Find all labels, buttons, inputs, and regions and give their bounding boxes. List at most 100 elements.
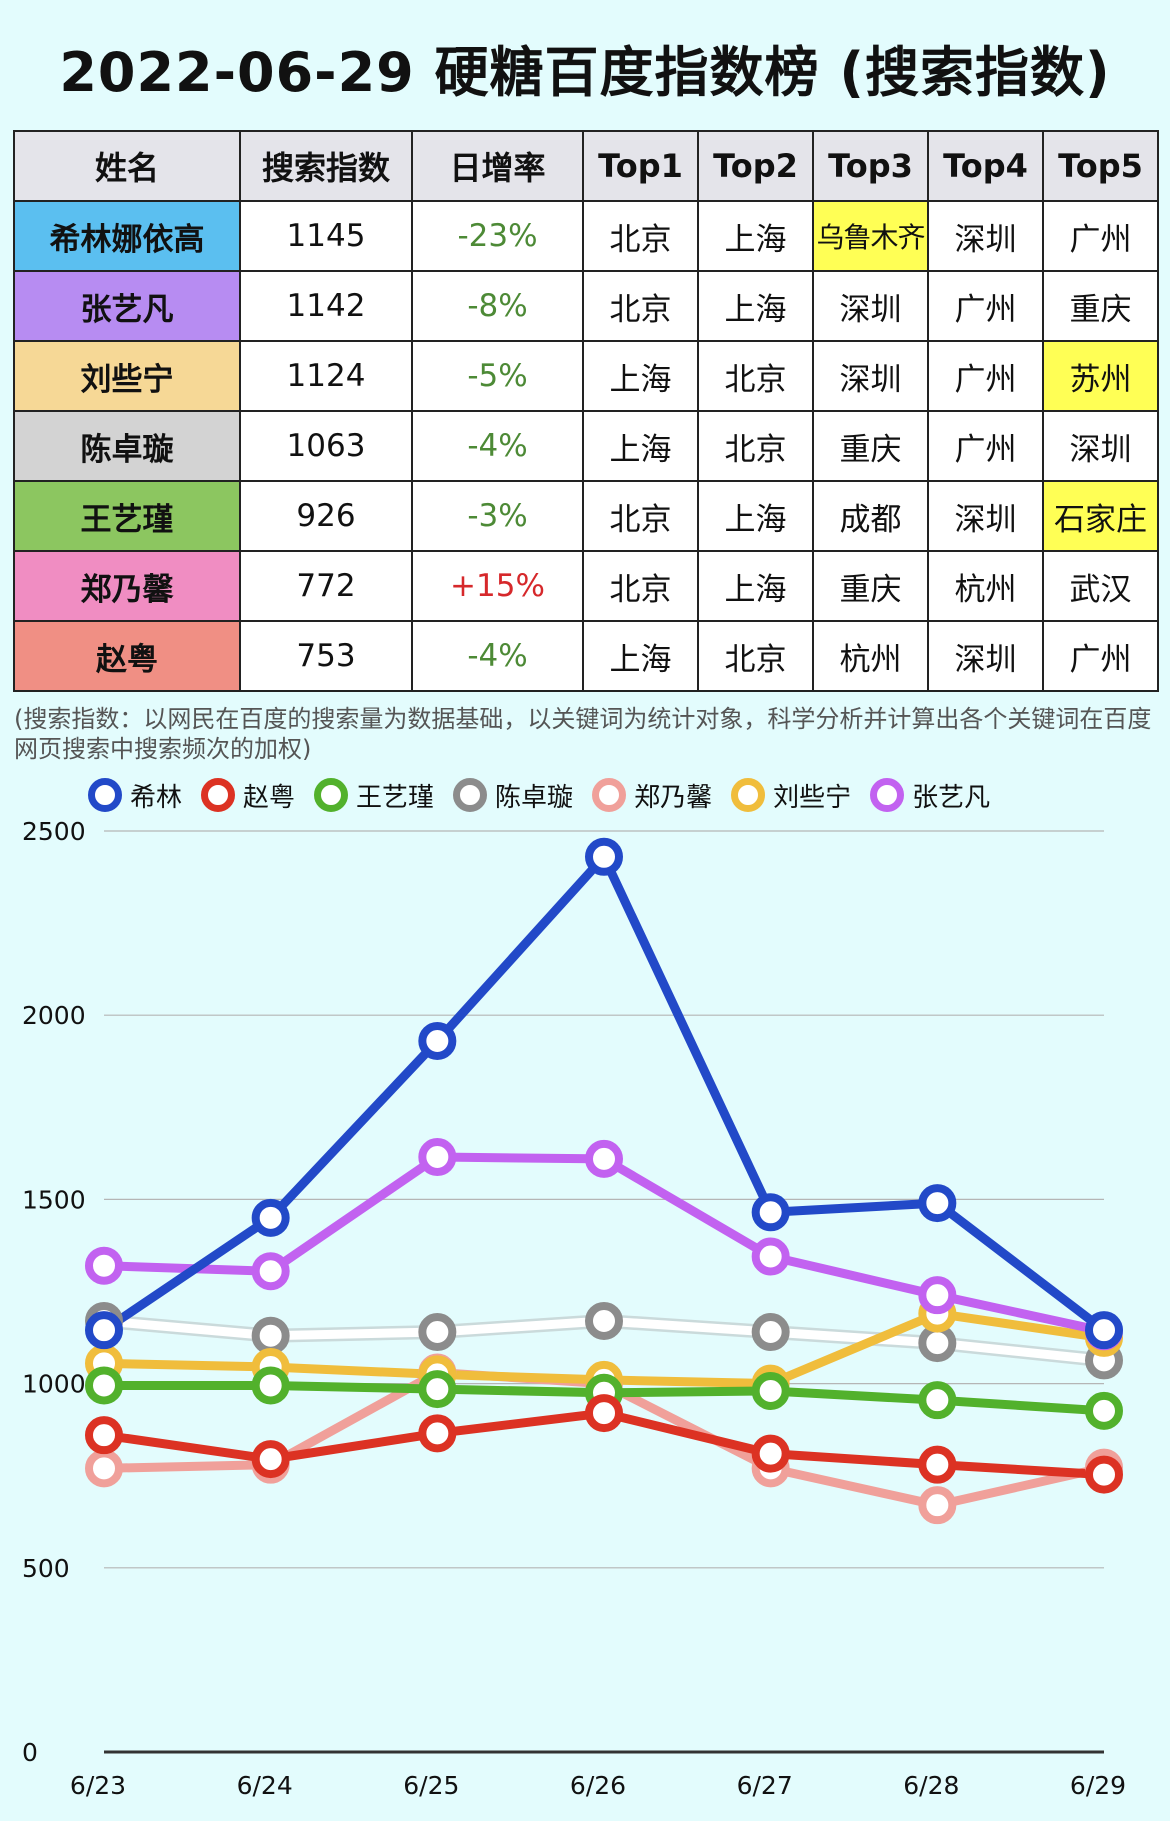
row-city: 北京 bbox=[697, 340, 814, 412]
legend-item: 希林 bbox=[88, 777, 182, 814]
data-point bbox=[251, 1316, 290, 1355]
row-city: 北京 bbox=[697, 620, 814, 692]
ranking-table: 姓名 搜索指数 日增率 Top1 Top2 Top3 Top4 Top5 希林娜… bbox=[13, 130, 1159, 692]
x-tick-label: 6/26 bbox=[570, 1771, 626, 1800]
data-point bbox=[751, 1313, 790, 1352]
row-city: 北京 bbox=[582, 480, 699, 552]
data-point bbox=[418, 1313, 457, 1352]
row-city: 上海 bbox=[582, 410, 699, 482]
header-top4: Top4 bbox=[927, 130, 1044, 202]
row-city-highlight: 苏州 bbox=[1042, 340, 1159, 412]
data-point bbox=[918, 1184, 957, 1223]
row-city: 上海 bbox=[582, 620, 699, 692]
table-row: 赵粤 753 -4% 上海 北京 杭州 深圳 广州 bbox=[13, 620, 1159, 692]
row-index: 772 bbox=[239, 550, 413, 622]
table-row: 刘些宁 1124 -5% 上海 北京 深圳 广州 苏州 bbox=[13, 340, 1159, 412]
legend-marker bbox=[314, 778, 349, 812]
row-index: 1142 bbox=[239, 270, 413, 342]
y-tick-label: 500 bbox=[22, 1554, 70, 1583]
series-points-group bbox=[85, 1394, 1123, 1494]
x-tick-label: 6/24 bbox=[237, 1771, 293, 1800]
row-city: 杭州 bbox=[927, 550, 1044, 622]
row-city: 上海 bbox=[697, 550, 814, 622]
row-rate: -3% bbox=[411, 480, 584, 552]
chart-legend: 希林 赵粤 王艺瑾 陈卓璇 郑乃馨 刘些宁 张艺凡 bbox=[88, 777, 1009, 814]
row-city: 广州 bbox=[927, 410, 1044, 482]
page-title: 2022-06-29 硬糖百度指数榜 (搜索指数) bbox=[59, 41, 1111, 104]
row-index: 926 bbox=[239, 480, 413, 552]
data-point bbox=[918, 1445, 957, 1484]
data-point bbox=[251, 1440, 290, 1479]
legend-marker bbox=[201, 778, 236, 812]
data-point bbox=[1085, 1311, 1123, 1350]
data-point bbox=[251, 1252, 290, 1291]
row-city: 北京 bbox=[697, 410, 814, 482]
data-point bbox=[751, 1237, 790, 1276]
row-city: 重庆 bbox=[812, 550, 929, 622]
y-tick-label: 2500 bbox=[22, 817, 86, 846]
row-city: 深圳 bbox=[927, 200, 1044, 272]
y-tick-label: 1000 bbox=[22, 1370, 86, 1399]
table-header-row: 姓名 搜索指数 日增率 Top1 Top2 Top3 Top4 Top5 bbox=[13, 130, 1159, 202]
data-point bbox=[918, 1486, 957, 1525]
row-city: 深圳 bbox=[812, 270, 929, 342]
row-name: 陈卓璇 bbox=[13, 410, 241, 482]
axis-labels: 0 500 1000 1500 2000 2500 6/23 6/24 6/25 6/26 6/27… bbox=[22, 817, 1126, 1800]
series-points-group bbox=[85, 837, 1123, 1350]
data-point bbox=[418, 1414, 457, 1453]
row-rate: -8% bbox=[411, 270, 584, 342]
row-city: 深圳 bbox=[812, 340, 929, 412]
legend-item: 张艺凡 bbox=[870, 777, 990, 814]
row-city: 广州 bbox=[927, 270, 1044, 342]
row-city: 深圳 bbox=[927, 620, 1044, 692]
row-rate: -4% bbox=[411, 620, 584, 692]
data-point bbox=[751, 1371, 790, 1410]
row-city: 成都 bbox=[812, 480, 929, 552]
table-row: 陈卓璇 1063 -4% 上海 北京 重庆 广州 深圳 bbox=[13, 410, 1159, 482]
x-tick-label: 6/27 bbox=[737, 1771, 793, 1800]
data-point bbox=[751, 1193, 790, 1232]
row-city: 杭州 bbox=[812, 620, 929, 692]
legend-marker bbox=[731, 778, 766, 812]
header-top2: Top2 bbox=[697, 130, 814, 202]
legend-label: 郑乃馨 bbox=[634, 782, 713, 813]
row-city: 上海 bbox=[697, 270, 814, 342]
data-point bbox=[85, 1416, 123, 1455]
x-tick-label: 6/28 bbox=[903, 1771, 959, 1800]
legend-item: 王艺瑾 bbox=[314, 777, 434, 814]
table-row: 希林娜依高 1145 -23% 北京 上海 乌鲁木齐 深圳 广州 bbox=[13, 200, 1159, 272]
data-point bbox=[418, 1138, 457, 1177]
row-rate: +15% bbox=[411, 550, 584, 622]
row-city-highlight: 乌鲁木齐 bbox=[812, 200, 929, 272]
row-name: 王艺瑾 bbox=[13, 480, 241, 552]
data-point bbox=[418, 1370, 457, 1409]
series-points-group bbox=[85, 1366, 1123, 1430]
row-city: 上海 bbox=[697, 480, 814, 552]
legend-item: 刘些宁 bbox=[731, 777, 851, 814]
row-city: 上海 bbox=[697, 200, 814, 272]
row-city: 广州 bbox=[927, 340, 1044, 412]
legend-item: 郑乃馨 bbox=[592, 777, 712, 814]
data-point bbox=[585, 837, 623, 876]
legend-label: 陈卓璇 bbox=[495, 782, 574, 813]
series-group bbox=[99, 852, 1109, 1335]
legend-marker bbox=[453, 778, 488, 812]
row-name: 希林娜依高 bbox=[13, 200, 241, 272]
legend-marker bbox=[88, 778, 122, 812]
series-line bbox=[99, 852, 1109, 1335]
data-point bbox=[251, 1366, 290, 1405]
y-tick-label: 2000 bbox=[22, 1001, 86, 1030]
row-city: 广州 bbox=[1042, 620, 1159, 692]
row-rate: -5% bbox=[411, 340, 584, 412]
data-point bbox=[918, 1276, 957, 1315]
legend-marker bbox=[592, 778, 627, 812]
legend-label: 王艺瑾 bbox=[356, 782, 435, 813]
row-name: 刘些宁 bbox=[13, 340, 241, 412]
data-point bbox=[85, 1311, 123, 1350]
legend-marker bbox=[870, 778, 905, 812]
row-index: 1124 bbox=[239, 340, 413, 412]
data-point bbox=[85, 1246, 123, 1285]
legend-item: 赵粤 bbox=[201, 777, 295, 814]
header-name: 姓名 bbox=[13, 130, 241, 202]
data-point bbox=[585, 1301, 623, 1340]
